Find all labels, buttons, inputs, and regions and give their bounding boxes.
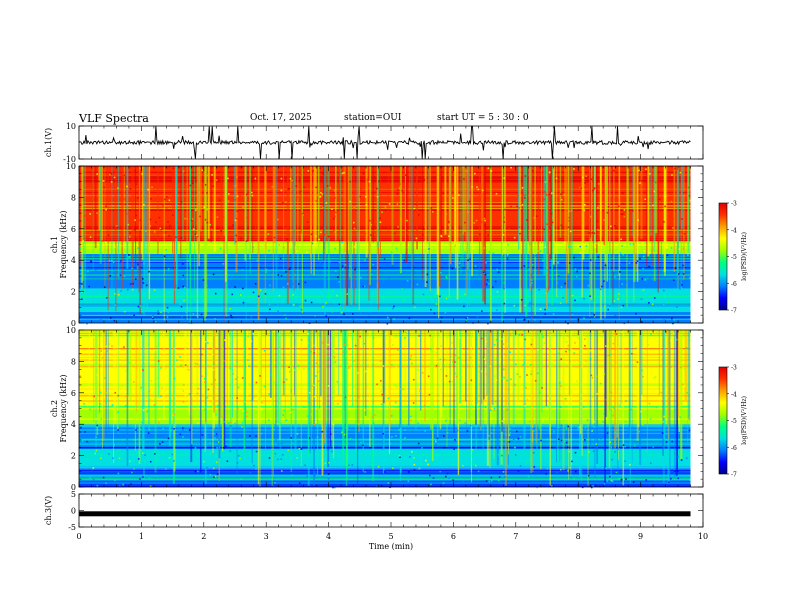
colorbar-gradient	[718, 366, 728, 475]
ch3-waveform-trace	[79, 511, 691, 517]
time-tick-label: 0	[76, 532, 81, 541]
ch1-spectrogram-axes: 0 2 4 6 8 10 ch.1 Frequency (kHz)	[50, 162, 704, 328]
ch1-spectrogram-colorbar: -3 -4 -5 -6 -7 log(PSD)(V²/Hz)	[718, 201, 748, 315]
ch2-spectrogram-blank	[690, 330, 703, 487]
observation-date: Oct. 17, 2025	[250, 113, 312, 123]
ch3-waveform-plot	[79, 511, 691, 517]
ch1-spectrogram-ylabel: ch.1	[50, 236, 59, 253]
ch3-waveform-axes: 5 0 -5 ch.3(V)	[44, 490, 704, 532]
colorbar-tick-label: -5	[731, 418, 737, 425]
ch1-waveform-axes: 10 -10 ch.1(V)	[44, 122, 704, 164]
station-label: station=OUI	[344, 113, 402, 123]
ch2-spectrogram-axes: 0 2 4 6 8 10 ch.2 Frequency (kHz)	[50, 326, 704, 492]
ch1-spectrogram-ytick-label: 10	[66, 162, 76, 171]
time-tick-label: 8	[576, 532, 581, 541]
colorbar-tick-label: -4	[731, 391, 737, 398]
time-axis: 0 1 2 3 4 5 6 7 8 9 10 Time (min)	[76, 532, 708, 551]
ch3-waveform-ytick-label: 5	[71, 490, 76, 499]
ch2-spectrogram-plot	[79, 330, 703, 489]
ch1-spectrogram-ytick-label: 4	[71, 256, 76, 265]
ch1-spectrogram-ytick-label: 2	[71, 288, 76, 297]
panels-layer	[78, 125, 703, 517]
time-tick-label: 3	[264, 532, 269, 541]
ch1-waveform-plot	[78, 125, 691, 159]
ch1-spectrogram-ylabel: Frequency (kHz)	[59, 210, 68, 278]
ch1-spectrogram-plot	[79, 166, 703, 325]
time-tick-label: 7	[513, 532, 518, 541]
ch1-waveform-ylabel: ch.1(V)	[44, 128, 53, 157]
colorbar-gradient	[718, 202, 728, 311]
ch1-waveform-trace	[78, 125, 691, 159]
colorbar-tick-label: -4	[731, 227, 737, 234]
colorbar-tick-label: -3	[731, 365, 737, 372]
ch2-spectrogram-ytick-label: 0	[71, 483, 76, 492]
ch2-spectrogram-ylabel: ch.2	[50, 400, 59, 417]
time-tick-label: 1	[139, 532, 144, 541]
colorbar-label: log(PSD)(V²/Hz)	[741, 396, 748, 445]
axes-layer: 10-10ch.1(V)-3-4-5-6-7log(PSD)(V²/Hz)024…	[44, 122, 748, 551]
time-tick-label: 9	[638, 532, 643, 541]
ch2-spectrogram-ytick-label: 10	[66, 326, 76, 335]
ch2-spectrogram-ytick-label: 8	[71, 357, 76, 366]
colorbar-tick-label: -6	[731, 445, 737, 452]
ch1-spectrogram-ytick-label: 6	[71, 225, 76, 234]
time-tick-label: 5	[388, 532, 393, 541]
time-tick-label: 2	[201, 532, 206, 541]
ch2-spectrogram-texture	[79, 330, 692, 489]
ch2-spectrogram-band	[79, 447, 691, 469]
ch3-waveform-ytick-label: 0	[71, 507, 76, 516]
time-axis-label: Time (min)	[369, 542, 413, 551]
ch1-spectrogram-ytick-label: 0	[71, 319, 76, 328]
ch1-spectrogram-ytick-label: 8	[71, 193, 76, 202]
ch1-spectrogram-texture	[79, 166, 692, 325]
ch1-waveform-ytick-label: -10	[63, 155, 76, 164]
time-tick-label: 4	[326, 532, 331, 541]
colorbar-tick-label: -5	[731, 254, 737, 261]
time-tick-label: 10	[698, 532, 708, 541]
ch2-spectrogram-ytick-label: 2	[71, 452, 76, 461]
ch2-spectrogram-ytick-label: 6	[71, 389, 76, 398]
colorbar-tick-label: -7	[731, 472, 737, 479]
start-time-label: start UT = 5 : 30 : 0	[437, 113, 529, 123]
time-tick-label: 6	[451, 532, 456, 541]
ch3-waveform-ylabel: ch.3(V)	[44, 496, 53, 525]
figure-title: VLF Spectra	[79, 112, 149, 125]
ch1-spectrogram-band	[79, 288, 691, 313]
ch3-waveform-ytick-label: -5	[68, 523, 76, 532]
ch2-spectrogram-ytick-label: 4	[71, 420, 76, 429]
colorbar-tick-label: -3	[731, 201, 737, 208]
ch1-spectrogram-blank	[690, 166, 703, 323]
ch2-spectrogram-colorbar: -3 -4 -5 -6 -7 log(PSD)(V²/Hz)	[718, 365, 748, 479]
ch1-waveform-ytick-label: 10	[66, 122, 76, 131]
colorbar-tick-label: -6	[731, 281, 737, 288]
colorbar-tick-label: -7	[731, 308, 737, 315]
ch2-spectrogram-ylabel: Frequency (kHz)	[59, 374, 68, 442]
colorbar-label: log(PSD)(V²/Hz)	[741, 232, 748, 281]
